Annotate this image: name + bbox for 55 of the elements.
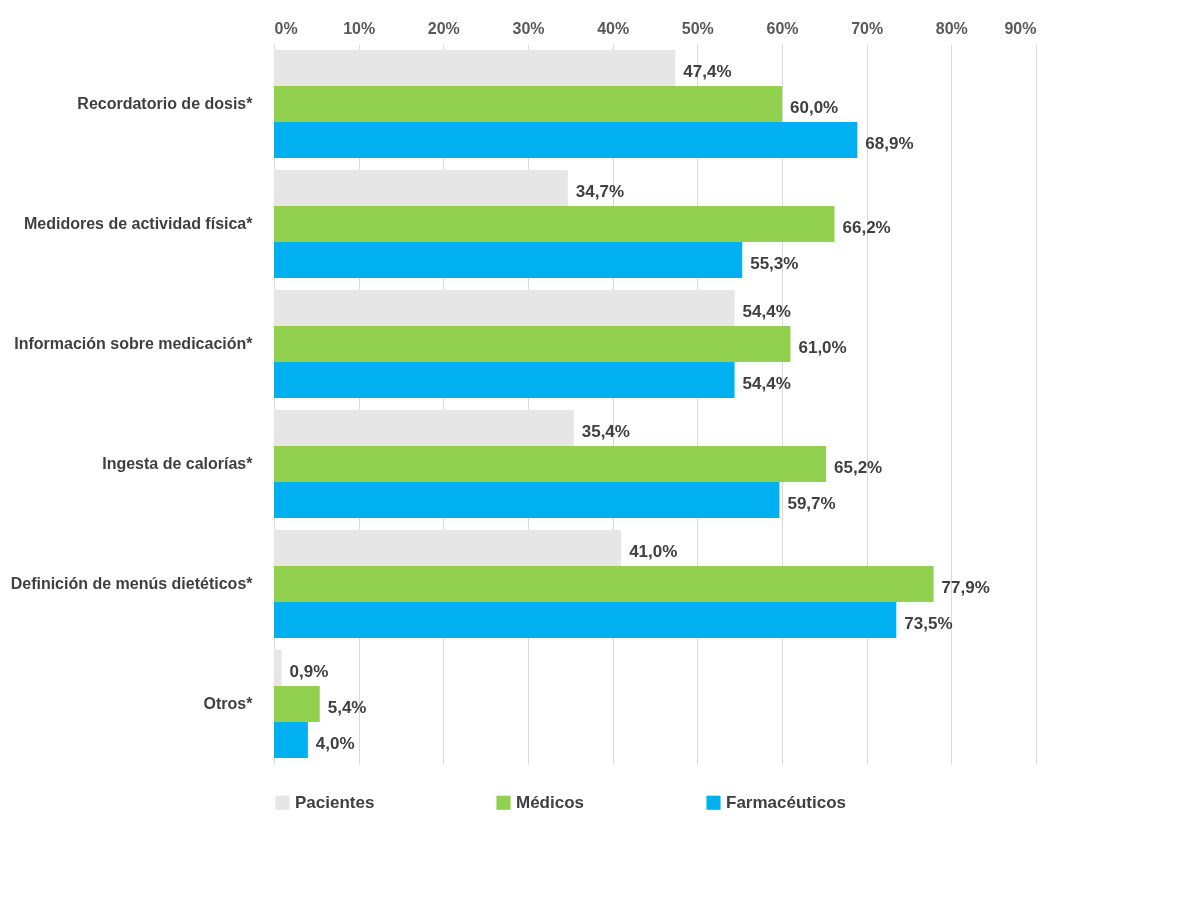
bar [274,122,858,158]
data-label: 61,0% [798,338,847,357]
x-tick-label: 20% [427,19,460,37]
data-label: 73,5% [904,614,953,633]
y-tick-label: Información sobre medicación* [14,335,254,352]
data-label: 35,4% [581,422,630,441]
bar [274,410,574,446]
data-label: 55,3% [750,254,799,273]
legend-label: Pacientes [295,792,375,812]
data-label: 54,4% [742,302,791,321]
data-label: 66,2% [842,218,891,237]
y-tick-label: Recordatorio de dosis* [77,95,254,112]
x-tick-label: 60% [766,19,799,37]
bar [274,446,827,482]
bar [274,362,735,398]
data-label: 68,9% [865,134,914,153]
data-label: 77,9% [941,578,990,597]
data-label: 41,0% [629,542,678,561]
bar [274,566,934,602]
bar [274,86,782,122]
bar [274,722,308,758]
bar [274,650,282,686]
y-tick-label: Medidores de actividad física* [23,215,254,232]
bar [274,482,780,518]
y-tick-label: Definición de menús dietéticos* [10,575,254,592]
x-tick-label: 80% [935,19,968,37]
bar [274,326,791,362]
x-tick-label: 10% [343,19,376,37]
x-tick-label: 0% [274,19,298,37]
data-label: 60,0% [790,98,839,117]
y-tick-label: Ingesta de calorías* [102,455,254,472]
data-label: 59,7% [787,494,836,513]
bar [274,242,743,278]
x-tick-label: 30% [512,19,545,37]
data-label: 34,7% [575,182,624,201]
data-label: 5,4% [327,698,367,717]
data-label: 0,9% [289,662,329,681]
legend-label: Farmacéuticos [726,792,846,812]
bar [274,290,735,326]
data-label: 4,0% [315,734,355,753]
bar [274,206,835,242]
bar [274,50,676,86]
data-label: 47,4% [683,62,732,81]
bar [274,530,622,566]
x-tick-label: 90% [1004,19,1037,37]
bar [274,686,320,722]
y-tick-label: Otros* [203,695,254,712]
x-tick-label: 40% [597,19,630,37]
bar [274,602,897,638]
x-tick-label: 70% [851,19,884,37]
legend-label: Médicos [516,792,585,812]
data-label: 65,2% [834,458,883,477]
data-label: 54,4% [742,374,791,393]
bar [274,170,568,206]
x-tick-label: 50% [681,19,714,37]
